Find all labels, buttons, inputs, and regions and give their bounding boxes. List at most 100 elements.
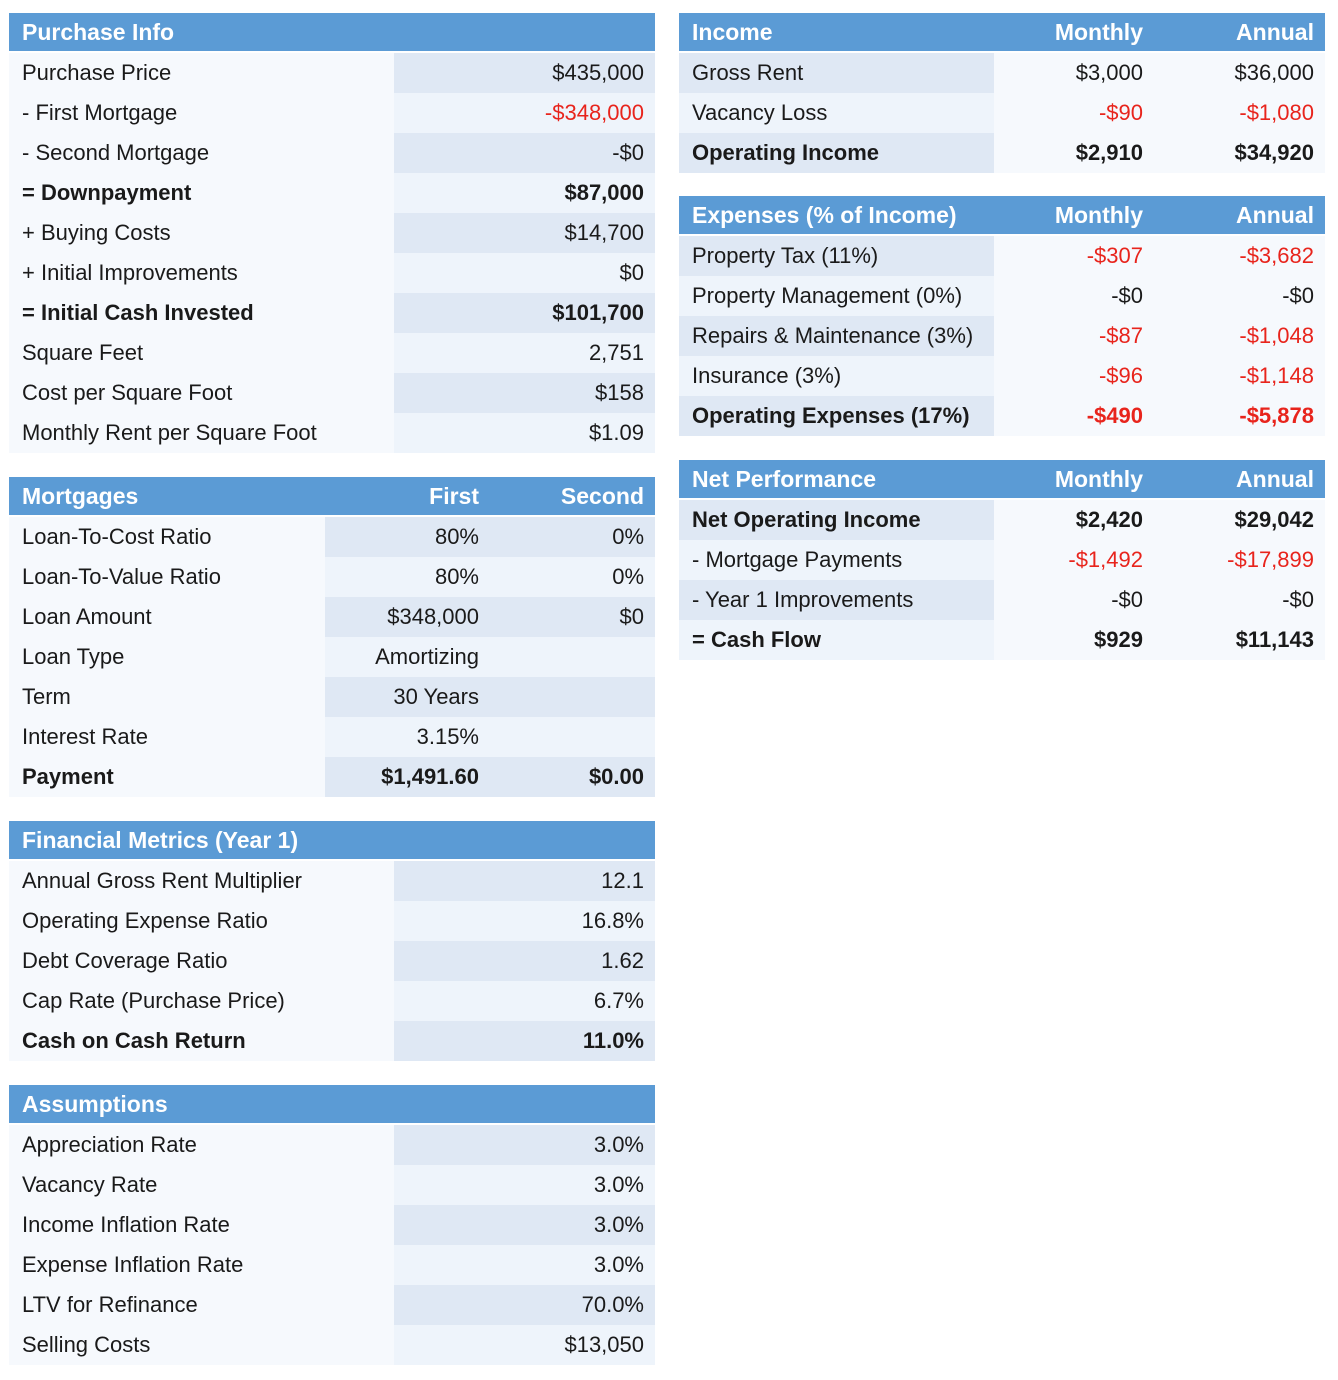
row-label: - Mortgage Payments <box>679 540 994 580</box>
row-monthly-value: -$0 <box>994 580 1154 620</box>
expenses-row: Repairs & Maintenance (3%) -$87 -$1,048 <box>679 316 1325 356</box>
row-annual-value: -$1,148 <box>1154 356 1325 396</box>
row-label: Vacancy Loss <box>679 93 994 133</box>
row-label: Operating Expense Ratio <box>9 901 394 941</box>
financial-metrics-row: Annual Gross Rent Multiplier 12.1 <box>9 861 655 901</box>
row-label: Appreciation Rate <box>9 1125 394 1165</box>
row-second-value: 0% <box>490 517 655 557</box>
row-label: Purchase Price <box>9 53 394 93</box>
financial-metrics-row: Cash on Cash Return 11.0% <box>9 1021 655 1061</box>
row-annual-value: -$1,080 <box>1154 93 1325 133</box>
row-label: Square Feet <box>9 333 394 373</box>
row-label: Operating Income <box>679 133 994 173</box>
row-second-value: $0.00 <box>490 757 655 797</box>
assumptions-row: Selling Costs $13,050 <box>9 1325 655 1365</box>
row-label: - First Mortgage <box>9 93 394 133</box>
row-first-value: 80% <box>325 517 490 557</box>
row-label: Interest Rate <box>9 717 325 757</box>
row-label: = Initial Cash Invested <box>9 293 394 333</box>
financial-metrics-title: Financial Metrics (Year 1) <box>22 826 299 853</box>
row-label: Vacancy Rate <box>9 1165 394 1205</box>
purchase-info-rows: Purchase Price $435,000- First Mortgage -$… <box>9 53 655 453</box>
expenses-header: Expenses (% of Income) Monthly Annual <box>679 196 1325 236</box>
row-second-value: $0 <box>490 597 655 637</box>
row-label: Property Tax (11%) <box>679 236 994 276</box>
net-performance-title: Net Performance <box>692 465 877 492</box>
assumptions-row: Income Inflation Rate 3.0% <box>9 1205 655 1245</box>
row-annual-value: -$1,048 <box>1154 316 1325 356</box>
row-monthly-value: -$96 <box>994 356 1154 396</box>
mortgages-col-second: Second <box>560 482 644 509</box>
income-row: Gross Rent $3,000 $36,000 <box>679 53 1325 93</box>
financial-metrics-panel: Financial Metrics (Year 1) Annual Gross … <box>9 821 655 1061</box>
purchase-info-row: = Initial Cash Invested $101,700 <box>9 293 655 333</box>
expenses-title: Expenses (% of Income) <box>692 201 957 228</box>
purchase-info-panel: Purchase Info Purchase Price $435,000- Fi… <box>9 13 655 453</box>
row-label: Net Operating Income <box>679 500 994 540</box>
row-annual-value: -$0 <box>1154 276 1325 316</box>
row-first-value: Amortizing <box>325 637 490 677</box>
assumptions-title: Assumptions <box>22 1090 168 1117</box>
net-performance-col-annual: Annual <box>1236 465 1314 492</box>
row-first-value: $1,491.60 <box>325 757 490 797</box>
row-value: 3.0% <box>394 1245 655 1285</box>
mortgages-row: Loan Amount $348,000 $0 <box>9 597 655 637</box>
row-label: Cap Rate (Purchase Price) <box>9 981 394 1021</box>
row-first-value: 30 Years <box>325 677 490 717</box>
row-value: -$0 <box>394 133 655 173</box>
financial-metrics-row: Cap Rate (Purchase Price) 6.7% <box>9 981 655 1021</box>
net-performance-rows: Net Operating Income $2,420 $29,042- Mortg… <box>679 500 1325 660</box>
row-monthly-value: -$90 <box>994 93 1154 133</box>
row-monthly-value: $929 <box>994 620 1154 660</box>
mortgages-row: Term 30 Years <box>9 677 655 717</box>
row-value: 3.0% <box>394 1205 655 1245</box>
purchase-info-row: Monthly Rent per Square Foot $1.09 <box>9 413 655 453</box>
row-first-value: $348,000 <box>325 597 490 637</box>
row-label: Gross Rent <box>679 53 994 93</box>
expenses-col-annual: Annual <box>1236 201 1314 228</box>
row-value: $101,700 <box>394 293 655 333</box>
purchase-info-row: + Initial Improvements $0 <box>9 253 655 293</box>
row-value: $435,000 <box>394 53 655 93</box>
row-label: Cash on Cash Return <box>9 1021 394 1061</box>
expenses-row: Property Tax (11%) -$307 -$3,682 <box>679 236 1325 276</box>
row-value: -$348,000 <box>394 93 655 133</box>
assumptions-row: Vacancy Rate 3.0% <box>9 1165 655 1205</box>
row-label: - Year 1 Improvements <box>679 580 994 620</box>
row-label: Income Inflation Rate <box>9 1205 394 1245</box>
income-rows: Gross Rent $3,000 $36,000 Vacancy Loss -$90-… <box>679 53 1325 173</box>
row-label: Property Management (0%) <box>679 276 994 316</box>
row-label: + Buying Costs <box>9 213 394 253</box>
assumptions-header: Assumptions <box>9 1085 655 1125</box>
purchase-info-row: Square Feet 2,751 <box>9 333 655 373</box>
assumptions-rows: Appreciation Rate 3.0% Vacancy Rate 3.0% Inc… <box>9 1125 655 1365</box>
purchase-info-row: - First Mortgage -$348,000 <box>9 93 655 133</box>
row-label: Operating Expenses (17%) <box>679 396 994 436</box>
financial-metrics-header: Financial Metrics (Year 1) <box>9 821 655 861</box>
row-monthly-value: -$0 <box>994 276 1154 316</box>
row-label: Loan-To-Cost Ratio <box>9 517 325 557</box>
purchase-info-row: = Downpayment $87,000 <box>9 173 655 213</box>
expenses-row: Operating Expenses (17%) -$490 -$5,878 <box>679 396 1325 436</box>
row-label: Cost per Square Foot <box>9 373 394 413</box>
net-performance-col-monthly: Monthly <box>1054 465 1143 492</box>
income-col-monthly: Monthly <box>1054 18 1143 45</box>
row-label: Annual Gross Rent Multiplier <box>9 861 394 901</box>
row-annual-value: -$0 <box>1154 580 1325 620</box>
row-annual-value: -$17,899 <box>1154 540 1325 580</box>
row-annual-value: -$3,682 <box>1154 236 1325 276</box>
mortgages-rows: Loan-To-Cost Ratio 80% 0% Loan-To-Value Rat… <box>9 517 655 797</box>
row-label: Payment <box>9 757 325 797</box>
row-monthly-value: -$87 <box>994 316 1154 356</box>
net-performance-row: - Mortgage Payments -$1,492 -$17,899 <box>679 540 1325 580</box>
mortgages-row: Loan Type Amortizing <box>9 637 655 677</box>
net-performance-panel: Net Performance Monthly Annual Net Opera… <box>679 460 1325 660</box>
row-annual-value: $34,920 <box>1154 133 1325 173</box>
income-title: Income <box>692 18 773 45</box>
row-value: $87,000 <box>394 173 655 213</box>
mortgages-title: Mortgages <box>22 482 139 509</box>
purchase-info-header: Purchase Info <box>9 13 655 53</box>
expenses-rows: Property Tax (11%) -$307 -$3,682 Property M… <box>679 236 1325 436</box>
financial-metrics-row: Operating Expense Ratio 16.8% <box>9 901 655 941</box>
row-value: 12.1 <box>394 861 655 901</box>
